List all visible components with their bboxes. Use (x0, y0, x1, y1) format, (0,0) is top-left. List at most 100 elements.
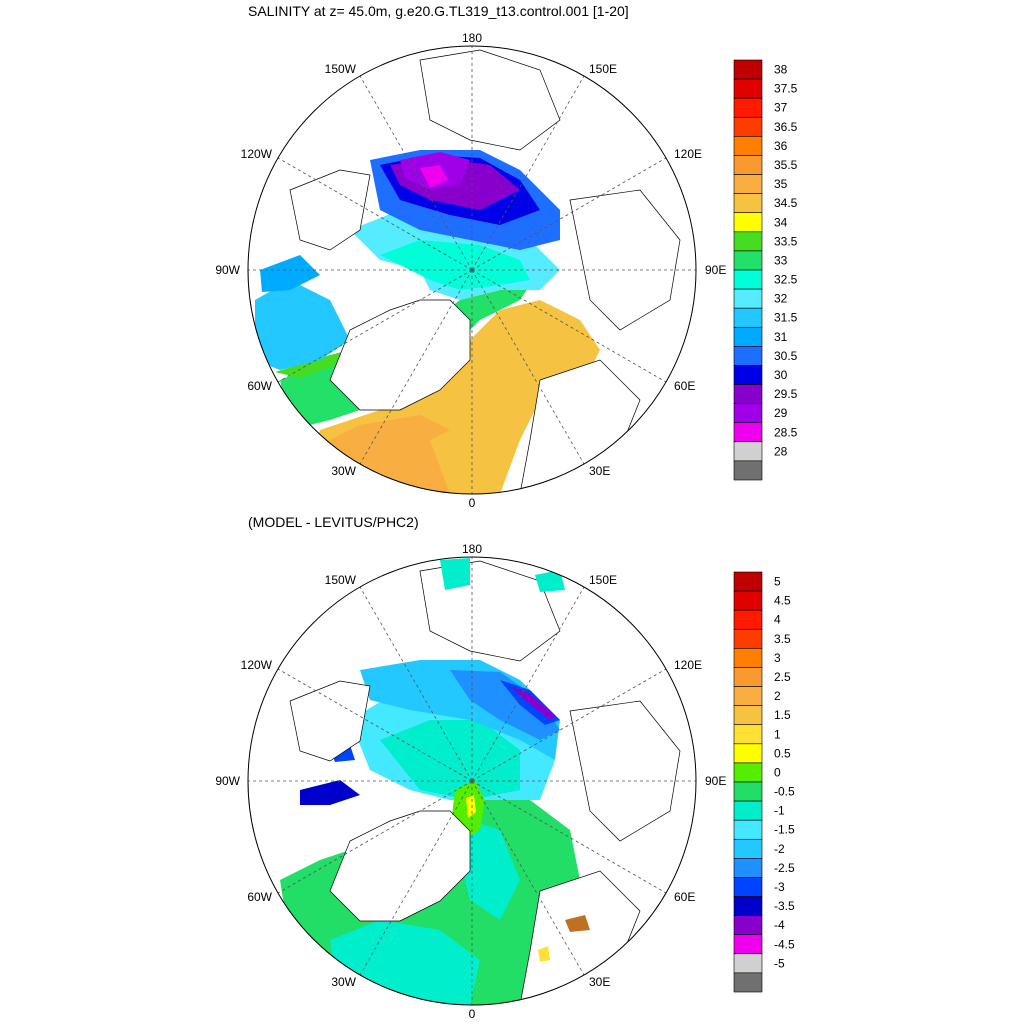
colorbar-tick-label: 4.5 (774, 594, 791, 608)
lon-label-60w: 60W (247, 890, 272, 904)
colorbar-swatch (733, 781, 763, 802)
longitude-labels: 180 150E 120E 90E 60E 30E 0 30W 60W 90W … (215, 31, 726, 510)
lon-label-30e: 30E (589, 975, 610, 989)
colorbar-tick-label: 3 (774, 651, 781, 665)
colorbar-tick-label: 36.5 (774, 120, 798, 134)
colorbar-swatch (733, 667, 763, 687)
colorbar-tick-label: 31.5 (774, 311, 798, 325)
colorbar-swatch (733, 800, 763, 821)
colorbar-tick-label: 30.5 (774, 349, 798, 363)
colorbar-tick-label: 35.5 (774, 158, 798, 172)
colorbar-tick-label: 36 (774, 139, 788, 153)
colorbar-tick-label: 32.5 (774, 273, 798, 287)
colorbar-tick-label: 35 (774, 177, 788, 191)
colorbar-swatch (733, 762, 763, 783)
lon-label-0: 0 (469, 496, 476, 510)
colorbar-swatch (733, 460, 763, 481)
colorbar-tick-label: 37 (774, 101, 788, 115)
colorbar-tick-label: -3.5 (774, 899, 795, 913)
map-boundary-circle (247, 45, 697, 495)
colorbar-swatch (733, 743, 763, 764)
colorbar-swatch (733, 838, 763, 859)
colorbar-tick-label: -1 (774, 804, 785, 818)
graticule-lines (248, 557, 696, 1005)
lon-label-30e: 30E (589, 464, 610, 478)
colorbar-tick-label: 30 (774, 368, 788, 382)
lon-label-150e: 150E (589, 62, 617, 76)
lon-label-30w: 30W (331, 975, 356, 989)
lon-label-180: 180 (462, 31, 482, 45)
colorbar-tick-label: -5 (774, 956, 785, 970)
lon-label-90w: 90W (215, 774, 240, 788)
colorbar-tick-label: 29.5 (774, 387, 798, 401)
colorbar-tick-label: 33.5 (774, 234, 798, 248)
colorbar-tick-label: 4 (774, 613, 781, 627)
colorbar-tick-label: 38 (774, 63, 788, 77)
lon-label-180: 180 (462, 542, 482, 556)
colorbar-swatch (733, 896, 763, 916)
salinity-map-panel: 180 150E 120E 90E 60E 30E 0 30W 60W 90W … (215, 31, 798, 510)
lon-label-30w: 30W (331, 464, 356, 478)
colorbar-tick-label: 29 (774, 406, 788, 420)
colorbar-tick-label: -4.5 (774, 937, 795, 951)
colorbar-swatch (733, 724, 763, 745)
salinity-colorbar: 38 37.5 37 36.5 36 35.5 35 34.5 34 33.5 33 32.5 32 31… (733, 59, 798, 481)
colorbar-tick-label: 3.5 (774, 632, 791, 646)
colorbar-tick-label: 32 (774, 292, 788, 306)
lon-label-150w: 150W (325, 62, 357, 76)
colorbar-tick-label: -2 (774, 842, 785, 856)
colorbar-tick-label: 28 (774, 444, 788, 458)
colorbar-swatch (733, 934, 763, 955)
colorbar-tick-label: 37.5 (774, 82, 798, 96)
colorbar-tick-label: -2.5 (774, 861, 795, 875)
colorbar-tick-label: 33 (774, 253, 788, 267)
colorbar-tick-label: 31 (774, 330, 788, 344)
lon-label-60e: 60E (674, 379, 695, 393)
colorbar-swatch (733, 972, 763, 993)
colorbar-swatch (733, 628, 763, 649)
colorbar-swatch (733, 686, 763, 706)
colorbar-swatch (733, 915, 763, 936)
lon-label-90e: 90E (705, 774, 726, 788)
colorbar-tick-label: 5 (774, 575, 781, 589)
lon-label-0: 0 (469, 1007, 476, 1021)
colorbar-tick-label: 2.5 (774, 670, 791, 684)
colorbar-swatch (733, 877, 763, 897)
colorbar-tick-label: -0.5 (774, 785, 795, 799)
lon-label-90w: 90W (215, 263, 240, 277)
lon-label-60e: 60E (674, 890, 695, 904)
colorbar-swatch (733, 819, 763, 840)
colorbar-swatch (733, 953, 763, 974)
lon-label-120w: 120W (241, 658, 273, 672)
colorbar-tick-label: 34 (774, 215, 788, 229)
longitude-labels: 180 150E 120E 90E 60E 30E 0 30W 60W 90W … (215, 542, 726, 1021)
colorbar-tick-label: -3 (774, 880, 785, 894)
lon-label-60w: 60W (247, 379, 272, 393)
colorbar-tick-label: -4 (774, 918, 785, 932)
lon-label-120e: 120E (674, 658, 702, 672)
lon-label-120w: 120W (241, 147, 273, 161)
colorbar-tick-label: 0 (774, 765, 781, 779)
colorbar-tick-label: 1.5 (774, 708, 791, 722)
colorbar-swatch (733, 648, 763, 668)
panel-title-salinity: SALINITY at z= 45.0m, g.e20.G.TL319_t13.… (248, 3, 629, 19)
lon-label-90e: 90E (705, 263, 726, 277)
difference-colorbar: 5 4.5 4 3.5 3 2.5 2 1.5 1 0.5 0 -0.5 -1 -1.5 -2 -2.5 -3 -… (733, 571, 795, 993)
lon-label-120e: 120E (674, 147, 702, 161)
colorbar-swatch (733, 858, 763, 878)
lon-label-150w: 150W (325, 573, 357, 587)
colorbar-tick-label: 1 (774, 727, 781, 741)
panel-title-difference: (MODEL - LEVITUS/PHC2) (248, 514, 419, 530)
graticule-lines (248, 46, 696, 494)
map-boundary-circle (247, 556, 697, 1006)
colorbar-swatch (733, 571, 763, 592)
colorbar-tick-label: 34.5 (774, 196, 798, 210)
colorbar-swatch (733, 609, 763, 630)
colorbar-tick-label: 2 (774, 689, 781, 703)
colorbar-swatch (733, 590, 763, 611)
colorbar-tick-label: 28.5 (774, 425, 798, 439)
colorbar-tick-label: -1.5 (774, 823, 795, 837)
colorbar-swatch (733, 705, 763, 726)
lon-label-150e: 150E (589, 573, 617, 587)
